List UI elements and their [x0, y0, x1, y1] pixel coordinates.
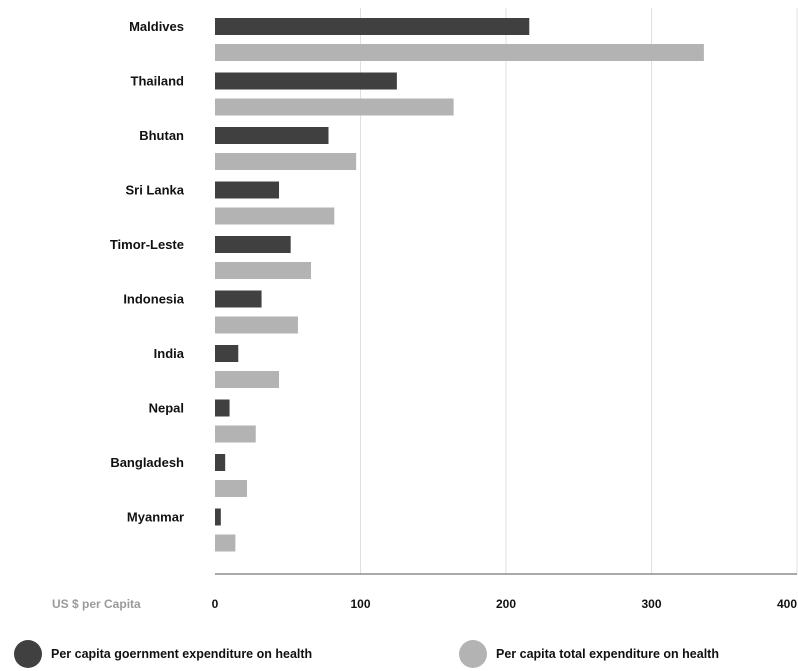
bar-total [215, 534, 236, 552]
category-label: Maldives [129, 19, 184, 34]
legend-item-total: Per capita total expenditure on health [459, 640, 719, 668]
category-label: Indonesia [123, 292, 184, 307]
legend-item-government: Per capita goernment expenditure on heal… [14, 640, 312, 668]
x-tick-label: 400 [777, 597, 797, 611]
bar-total [215, 98, 454, 116]
bar-government [215, 72, 397, 90]
bar-total [215, 316, 298, 334]
bar-total [215, 207, 335, 225]
bar-government [215, 127, 329, 144]
x-axis-title: US $ per Capita [52, 597, 141, 611]
bar-government [215, 181, 280, 199]
legend: Per capita goernment expenditure on heal… [0, 638, 798, 671]
bar-total [215, 425, 256, 443]
bar-government [215, 454, 226, 471]
legend-label-total: Per capita total expenditure on health [496, 647, 719, 661]
x-tick-label: 0 [212, 597, 219, 611]
bar-total [215, 262, 312, 279]
bar-government [215, 290, 262, 308]
bar-chart: Maldives Thailand Bhutan Sri Lanka Timor-Les… [52, 8, 798, 611]
x-tick-label: 100 [350, 597, 370, 611]
category-label: Nepal [149, 401, 184, 416]
legend-label-government: Per capita goernment expenditure on heal… [51, 647, 313, 661]
bar-government [215, 345, 239, 362]
category-label: Timor-Leste [110, 237, 184, 252]
category-label: Sri Lanka [125, 183, 184, 198]
bars [215, 18, 704, 552]
bar-total [215, 371, 280, 388]
category-label: India [154, 346, 185, 361]
legend-swatch-light-icon [459, 640, 487, 668]
bar-government [215, 18, 530, 35]
category-label: Bangladesh [110, 455, 184, 470]
category-label: Bhutan [139, 128, 184, 143]
bar-government [215, 508, 221, 526]
bar-government [215, 236, 291, 253]
x-tick-label: 300 [641, 597, 661, 611]
bar-total [215, 44, 704, 61]
category-label: Thailand [131, 74, 185, 89]
legend-swatch-dark-icon [14, 640, 42, 668]
x-tick-labels: 0 100 200 300 400 [212, 597, 798, 611]
bar-total [215, 153, 357, 170]
category-label: Myanmar [127, 510, 184, 525]
bar-government [215, 399, 230, 417]
x-tick-label: 200 [496, 597, 516, 611]
gridlines [360, 8, 798, 574]
category-labels: Maldives Thailand Bhutan Sri Lanka Timor-Les… [110, 19, 185, 525]
bar-total [215, 480, 248, 497]
